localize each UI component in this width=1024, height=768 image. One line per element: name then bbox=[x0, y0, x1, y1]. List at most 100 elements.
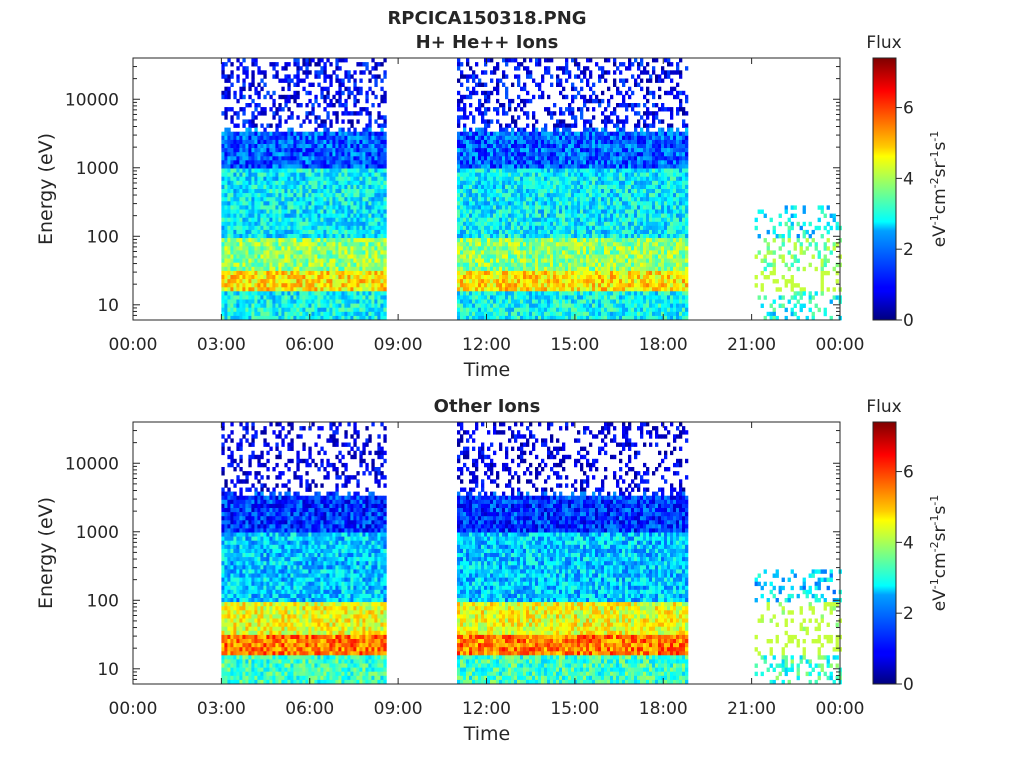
spectrogram-cell bbox=[332, 152, 336, 157]
spectrogram-cell bbox=[335, 246, 339, 251]
spectrogram-cell bbox=[323, 94, 327, 100]
spectrogram-cell bbox=[251, 209, 255, 214]
spectrogram-cell bbox=[475, 74, 479, 79]
spectrogram-cell bbox=[281, 266, 285, 272]
spectrogram-cell bbox=[568, 193, 572, 198]
spectrogram-cell bbox=[290, 78, 294, 83]
spectrogram-cell bbox=[347, 205, 351, 210]
spectrogram-cell bbox=[380, 254, 384, 259]
spectrogram-cell bbox=[374, 229, 378, 235]
spectrogram-cell bbox=[239, 193, 243, 198]
spectrogram-cell bbox=[466, 139, 470, 145]
spectrogram-cell bbox=[541, 176, 545, 182]
spectrogram-cell bbox=[290, 176, 294, 182]
spectrogram-cell bbox=[332, 307, 336, 313]
spectrogram-cell bbox=[502, 270, 506, 276]
spectrogram-cell bbox=[362, 229, 366, 235]
spectrogram-cell bbox=[371, 144, 375, 149]
spectrogram-cell bbox=[478, 78, 482, 83]
spectrogram-cell bbox=[254, 234, 258, 239]
spectrogram-cell bbox=[517, 238, 521, 243]
spectrogram-cell bbox=[302, 283, 306, 288]
spectrogram-cell bbox=[230, 217, 234, 223]
spectrogram-cell bbox=[320, 172, 324, 177]
spectrogram-cell bbox=[496, 86, 500, 92]
spectrogram-cell bbox=[517, 94, 521, 100]
spectrogram-cell bbox=[236, 176, 240, 182]
spectrogram-cell bbox=[287, 270, 291, 276]
spectrogram-cell bbox=[275, 131, 279, 137]
spectrogram-cell bbox=[362, 262, 366, 268]
spectrogram-cell bbox=[511, 193, 515, 198]
spectrogram-cell bbox=[269, 144, 273, 149]
spectrogram-cell bbox=[538, 250, 542, 255]
spectrogram-cell bbox=[475, 283, 479, 288]
spectrogram-cell bbox=[284, 168, 288, 173]
spectrogram-cell bbox=[275, 299, 279, 304]
spectrogram-cell bbox=[266, 144, 270, 149]
spectrogram-cell bbox=[377, 299, 381, 304]
spectrogram-cell bbox=[547, 66, 551, 71]
spectrogram-cell bbox=[323, 275, 327, 280]
spectrogram-cell bbox=[233, 258, 237, 263]
spectrogram-cell bbox=[290, 94, 294, 100]
spectrogram-cell bbox=[266, 201, 270, 206]
spectrogram-cell bbox=[505, 315, 509, 321]
spectrogram-cell bbox=[469, 103, 473, 108]
spectrogram-cell bbox=[281, 217, 285, 223]
spectrogram-cell bbox=[547, 299, 551, 304]
spectrogram-cell bbox=[550, 168, 554, 173]
spectrogram-cell bbox=[320, 225, 324, 231]
spectrogram-cell bbox=[266, 311, 270, 317]
spectrogram-cell bbox=[365, 160, 369, 165]
spectrogram-cell bbox=[490, 221, 494, 227]
spectrogram-cell bbox=[272, 139, 276, 145]
spectrogram-cell bbox=[308, 262, 312, 268]
spectrogram-cell bbox=[341, 111, 345, 116]
spectrogram-cell bbox=[481, 152, 485, 157]
spectrogram-cell bbox=[383, 234, 387, 239]
spectrogram-cell bbox=[320, 184, 324, 190]
spectrogram-cell bbox=[275, 262, 279, 268]
spectrogram-cell bbox=[374, 299, 378, 304]
spectrogram-cell bbox=[311, 266, 315, 272]
spectrogram-cell bbox=[269, 172, 273, 177]
spectrogram-cell bbox=[338, 258, 342, 263]
spectrogram-cell bbox=[502, 287, 506, 292]
spectrogram-cell bbox=[248, 131, 252, 137]
spectrogram-cell bbox=[547, 107, 551, 112]
spectrogram-cell bbox=[475, 307, 479, 313]
spectrogram-cell bbox=[296, 139, 300, 145]
spectrogram-cell bbox=[290, 197, 294, 202]
spectrogram-cell bbox=[254, 160, 258, 165]
spectrogram-cell bbox=[520, 250, 524, 255]
spectrogram-cell bbox=[254, 303, 258, 308]
spectrogram-cell bbox=[338, 275, 342, 280]
spectrogram-cell bbox=[547, 58, 551, 63]
spectrogram-cell bbox=[535, 193, 539, 198]
spectrogram-cell bbox=[466, 94, 470, 100]
spectrogram-cell bbox=[565, 311, 569, 317]
spectrogram-cell bbox=[242, 144, 246, 149]
spectrogram-cell bbox=[221, 217, 225, 223]
spectrogram-cell bbox=[314, 307, 318, 313]
spectrogram-cell bbox=[520, 254, 524, 259]
spectrogram-cell bbox=[529, 184, 533, 190]
spectrogram-cell bbox=[296, 201, 300, 206]
spectrogram-cell bbox=[520, 98, 524, 104]
spectrogram-cell bbox=[320, 250, 324, 255]
spectrogram-cell bbox=[499, 303, 503, 308]
spectrogram-cell bbox=[236, 164, 240, 169]
spectrogram-cell bbox=[245, 246, 249, 251]
spectrogram-cell bbox=[547, 94, 551, 100]
spectrogram-cell bbox=[269, 262, 273, 268]
spectrogram-cell bbox=[314, 213, 318, 218]
spectrogram-cell bbox=[281, 246, 285, 251]
spectrogram-cell bbox=[565, 94, 569, 100]
spectrogram-cell bbox=[290, 307, 294, 313]
spectrogram-cell bbox=[323, 78, 327, 83]
spectrogram-cell bbox=[329, 213, 333, 218]
spectrogram-cell bbox=[335, 144, 339, 149]
spectrogram-cell bbox=[487, 205, 491, 210]
spectrogram-cell bbox=[290, 242, 294, 247]
